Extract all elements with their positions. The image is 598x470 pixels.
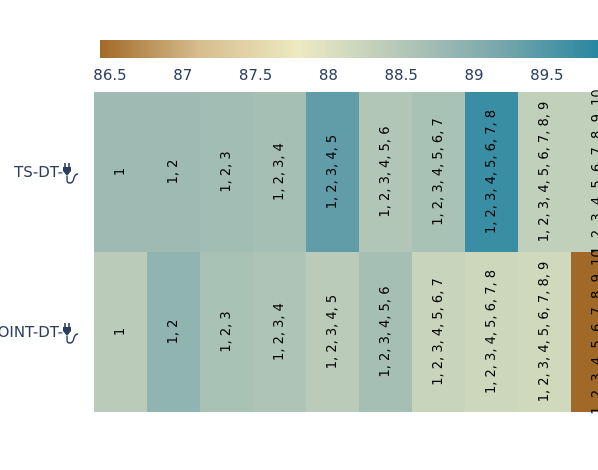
heatmap-cell-rect [518, 252, 571, 412]
heatmap-cell-rect [147, 252, 200, 412]
y-axis-label-text: JOINT-DT- [0, 323, 63, 341]
y-axis-label: TS-DT- [13, 163, 79, 184]
heatmap-cell-label: 1, 2, 3, 4, 5, 6, 7 [431, 118, 446, 226]
heatmap-cell-label: 1 [113, 168, 128, 176]
heatmap-cell-label: 1, 2, 3, 4, 5, 6, 7 [431, 278, 446, 386]
heatmap-cell: 1, 2, 3 [200, 252, 253, 412]
heatmap-cell-label: 1, 2, 3, 4, 5, 6, 7, 8, 9 [537, 102, 552, 243]
colorbar-tick-label: 89.5 [530, 66, 563, 84]
heatmap-cell-rect [359, 92, 412, 252]
heatmap-cell: 1, 2, 3, 4, 5, 6, 7, 8, 9 [518, 92, 571, 252]
heatmap-cell-rect [147, 92, 200, 252]
heatmap-cell-label: 1, 2, 3, 4 [272, 143, 287, 201]
heatmap-cell: 1, 2, 3, 4 [253, 252, 306, 412]
heatmap-cell: 1, 2, 3, 4, 5, 6, 7, 8, 9, 10 [571, 249, 598, 415]
colorbar [100, 40, 598, 58]
heatmap-cell-rect [200, 92, 253, 252]
heatmap-cell-label: 1, 2, 3, 4, 5, 6, 7, 8 [484, 110, 499, 234]
heatmap-cell-label: 1, 2, 3, 4, 5, 6, 7, 8, 9, 10 [590, 89, 598, 254]
heatmap-cell-label: 1, 2 [166, 160, 181, 185]
colorbar-ticks: 86.5 87 87.5 88 88.5 89 89.5 [93, 66, 563, 84]
heatmap-cell: 1, 2, 3, 4, 5, 6, 7 [412, 252, 465, 412]
heatmap-cell-label: 1, 2, 3, 4, 5 [325, 295, 340, 369]
heatmap-cell-label: 1, 2, 3, 4, 5 [325, 135, 340, 209]
colorbar-tick-label: 89 [464, 66, 483, 84]
heatmap-cell-rect [306, 252, 359, 412]
heatmap-cell-label: 1, 2, 3, 4, 5, 6, 7, 8, 9, 10 [590, 249, 598, 414]
heatmap-cell-rect [465, 252, 518, 412]
heatmap-cell: 1, 2, 3, 4, 5, 6, 7, 8 [465, 252, 518, 412]
heatmap-cell-label: 1 [113, 328, 128, 336]
heatmap-cell: 1, 2, 3, 4, 5, 6, 7 [412, 92, 465, 252]
heatmap-cell-label: 1, 2, 3, 4 [272, 303, 287, 361]
heatmap-cell-rect [359, 252, 412, 412]
colorbar-tick-label: 88 [319, 66, 338, 84]
heatmap-cell: 1, 2, 3, 4, 5, 6, 7, 8, 9 [518, 252, 571, 412]
heatmap-cell-rect [94, 92, 147, 252]
colorbar-tick-label: 88.5 [384, 66, 417, 84]
heatmap-cell-rect [571, 252, 598, 412]
heatmap-cell-label: 1, 2, 3 [219, 311, 234, 352]
heatmap-cells: 1 1, 2 1, 2, 3 1, 2, 3, 4 1, 2, 3, 4, 5 1, 2,… [94, 89, 598, 415]
colorbar-tick-label: 86.5 [93, 66, 126, 84]
heatmap-cell: 1, 2, 3, 4, 5, 6, 7, 8, 9, 10 [571, 89, 598, 255]
heatmap-cell: 1, 2, 3, 4, 5 [306, 92, 359, 252]
heatmap-cell-rect [253, 252, 306, 412]
plug-icon [63, 163, 79, 184]
heatmap-cell-label: 1, 2 [166, 320, 181, 345]
heatmap-cell-rect [306, 92, 359, 252]
heatmap-cell-rect [571, 92, 598, 252]
heatmap-cell-rect [94, 252, 147, 412]
heatmap-cell-label: 1, 2, 3, 4, 5, 6 [378, 127, 393, 218]
heatmap-cell: 1, 2, 3, 4, 5, 6, 7, 8 [465, 92, 518, 252]
heatmap-cell-rect [253, 92, 306, 252]
heatmap-cell-label: 1, 2, 3, 4, 5, 6 [378, 287, 393, 378]
heatmap-cell: 1 [94, 252, 147, 412]
heatmap-cell: 1, 2, 3, 4, 5, 6 [359, 252, 412, 412]
heatmap-cell: 1, 2, 3, 4, 5, 6 [359, 92, 412, 252]
y-axis-label-text: TS-DT- [13, 163, 63, 181]
heatmap-cell: 1, 2 [147, 92, 200, 252]
colorbar-tick-label: 87 [173, 66, 192, 84]
heatmap-cell-rect [412, 92, 465, 252]
plug-icon [63, 323, 79, 344]
heatmap-cell-label: 1, 2, 3 [219, 151, 234, 192]
heatmap-cell-rect [518, 92, 571, 252]
heatmap-cell: 1, 2, 3, 4, 5 [306, 252, 359, 412]
heatmap-cell-label: 1, 2, 3, 4, 5, 6, 7, 8 [484, 270, 499, 394]
heatmap-cell-rect [200, 252, 253, 412]
y-axis-label: JOINT-DT- [0, 323, 79, 344]
y-axis-labels: TS-DT- JOINT-DT- [0, 163, 79, 344]
heatmap-cell: 1 [94, 92, 147, 252]
heatmap-cell: 1, 2 [147, 252, 200, 412]
heatmap-cell: 1, 2, 3 [200, 92, 253, 252]
heatmap-cell-rect [412, 252, 465, 412]
heatmap-cell-rect [465, 92, 518, 252]
heatmap-cell-label: 1, 2, 3, 4, 5, 6, 7, 8, 9 [537, 262, 552, 403]
heatmap-cell: 1, 2, 3, 4 [253, 92, 306, 252]
colorbar-tick-label: 87.5 [239, 66, 272, 84]
